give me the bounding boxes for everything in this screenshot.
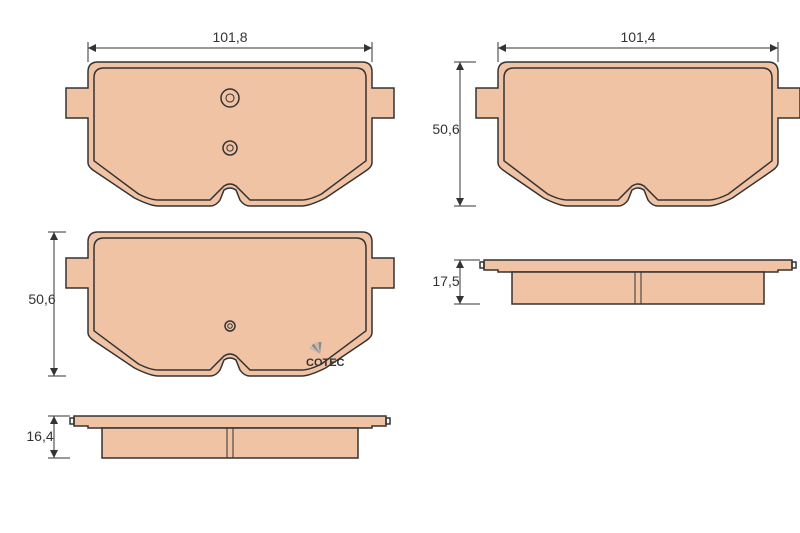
dim-height-50-6-right: 50,6 [432,121,459,137]
dim-thick-16-4: 16,4 [26,428,53,444]
dim-thick-17-5: 17,5 [432,273,459,289]
dim-width-101-4: 101,4 [620,29,655,45]
pad-side-right [480,260,796,304]
pad-mid-left [66,232,394,376]
dim-width-101-8: 101,8 [212,29,247,45]
pad-top-left [66,62,394,206]
dim-height-50-6-left: 50,6 [28,291,55,307]
pad-top-right [476,62,800,206]
pad-side-left [70,416,390,458]
cotec-label: COTEC [306,357,345,369]
